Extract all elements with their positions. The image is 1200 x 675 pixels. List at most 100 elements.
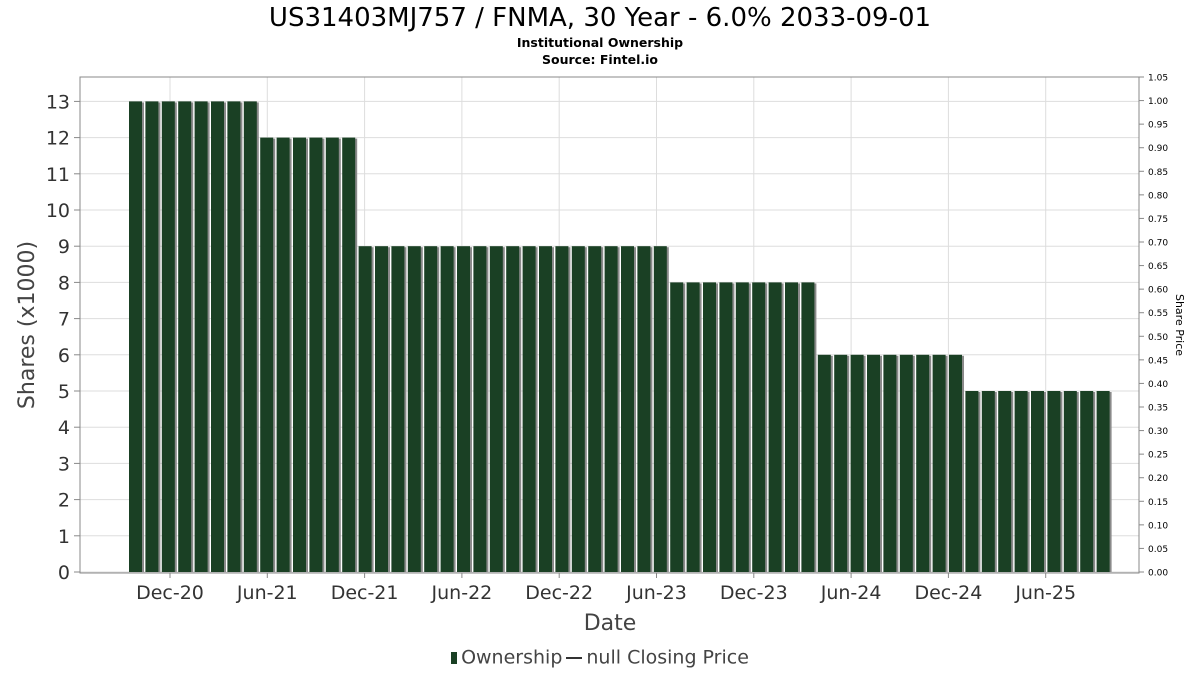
ownership-bar	[752, 282, 766, 572]
ownership-bar	[375, 246, 388, 572]
ownership-bar	[227, 101, 241, 573]
ownership-bar	[1096, 391, 1110, 572]
ownership-bar	[998, 391, 1012, 572]
y-tick-label: 2	[58, 490, 70, 512]
ownership-bar	[588, 246, 602, 572]
y2-tick-label: 1.00	[1148, 97, 1168, 107]
ownership-bar	[670, 282, 684, 572]
y-tick-label: 6	[58, 345, 70, 367]
x-tick-label: Jun-23	[625, 582, 687, 604]
ownership-bar	[440, 246, 454, 572]
ownership-bar	[325, 137, 339, 572]
y-tick-label: 7	[58, 309, 70, 331]
x-axis: Dec-20 Jun-21 Dec-21 Jun-22 Dec-22 Jun-23 Dec-…	[136, 573, 1076, 604]
y2-axis: 0.00 0.05 0.10 0.15 0.20 0.25 0.30 0.35 0.40 0.45…	[1139, 74, 1168, 579]
ownership-bar	[1031, 391, 1044, 572]
y-tick-label: 10	[46, 200, 70, 222]
x-tick-label: Jun-24	[820, 582, 882, 604]
ownership-bar	[883, 354, 897, 572]
plot-frame	[79, 76, 1140, 574]
ownership-bar	[161, 101, 175, 573]
ownership-bar	[489, 246, 503, 572]
y2-tick-label: 0.50	[1148, 333, 1168, 343]
ownership-bar	[1063, 391, 1077, 572]
y-tick-label: 8	[58, 272, 70, 294]
ownership-swatch	[451, 651, 458, 664]
ownership-bar	[506, 246, 520, 572]
y2-tick-label: 0.95	[1148, 121, 1168, 131]
ownership-bar	[129, 101, 142, 573]
ownership-bar	[621, 246, 634, 572]
ownership-bar	[1080, 391, 1094, 572]
legend-ownership: Ownership	[461, 646, 563, 669]
ownership-bar	[899, 354, 913, 572]
y2-tick-label: 0.80	[1148, 191, 1168, 201]
y2-axis-label: Share Price	[1173, 294, 1186, 356]
y-tick-label: 13	[46, 91, 70, 113]
ownership-bar	[342, 137, 356, 572]
y-tick-label: 12	[46, 128, 70, 150]
legend-closing-price: null Closing Price	[586, 646, 749, 669]
ownership-bar	[178, 101, 192, 573]
y2-tick-label: 0.45	[1148, 356, 1168, 366]
x-tick-label: Jun-21	[236, 582, 298, 604]
y2-tick-label: 0.30	[1148, 427, 1168, 437]
ownership-bar	[473, 246, 487, 572]
ownership-bar	[867, 354, 880, 572]
y2-tick-label: 0.20	[1148, 474, 1168, 484]
y-axis-label: Shares (x1000)	[15, 241, 40, 409]
y2-tick-label: 0.65	[1148, 262, 1168, 272]
x-axis-label: Date	[584, 611, 637, 636]
ownership-bar	[407, 246, 421, 572]
bars	[129, 101, 1112, 573]
ownership-bar	[965, 391, 979, 572]
legend: Ownership null Closing Price	[0, 646, 1200, 669]
y2-tick-label: 0.05	[1148, 545, 1168, 555]
y-tick-label: 11	[46, 164, 70, 186]
y2-tick-label: 0.60	[1148, 286, 1168, 296]
y-tick-label: 1	[58, 526, 70, 548]
y2-tick-label: 0.00	[1148, 569, 1168, 579]
y2-tick-label: 0.15	[1148, 498, 1168, 508]
ownership-bar	[932, 354, 946, 572]
ownership-bar	[949, 354, 962, 572]
ownership-bar	[260, 137, 274, 572]
ownership-bar	[981, 391, 995, 572]
x-tick-label: Dec-24	[914, 582, 982, 604]
ownership-bar	[653, 246, 667, 572]
ownership-bar	[539, 246, 552, 572]
ownership-bar	[719, 282, 733, 572]
ownership-bar	[391, 246, 405, 572]
closing-price-swatch	[566, 656, 583, 659]
ownership-bar	[735, 282, 749, 572]
y2-tick-label: 0.55	[1148, 309, 1168, 319]
ownership-bar	[916, 354, 930, 572]
ownership-bar	[703, 282, 716, 572]
ownership-bar	[604, 246, 618, 572]
chart-source: Source: Fintel.io	[542, 52, 658, 67]
ownership-bar	[571, 246, 585, 572]
y2-tick-label: 0.75	[1148, 215, 1168, 225]
y2-tick-label: 0.25	[1148, 451, 1168, 461]
ownership-bar	[768, 282, 782, 572]
y-tick-label: 4	[58, 417, 70, 439]
ownership-bar	[211, 101, 224, 573]
ownership-bar	[1014, 391, 1028, 572]
x-tick-label: Dec-23	[720, 582, 788, 604]
y2-tick-label: 1.05	[1148, 74, 1168, 84]
y2-tick-label: 0.70	[1148, 239, 1168, 249]
y-tick-label: 3	[58, 453, 70, 475]
ownership-bar	[293, 137, 306, 572]
ownership-bar	[1047, 391, 1061, 572]
y2-tick-label: 0.35	[1148, 404, 1168, 414]
x-tick-label: Jun-22	[431, 582, 493, 604]
ownership-bar	[686, 282, 700, 572]
ownership-bar	[850, 354, 864, 572]
ownership-bar	[309, 137, 323, 572]
ownership-bar	[276, 137, 290, 572]
y-tick-label: 9	[58, 236, 70, 258]
ownership-bar	[522, 246, 536, 572]
y-tick-label: 5	[58, 381, 70, 403]
ownership-bar	[834, 354, 848, 572]
x-tick-label: Jun-25	[1014, 582, 1076, 604]
